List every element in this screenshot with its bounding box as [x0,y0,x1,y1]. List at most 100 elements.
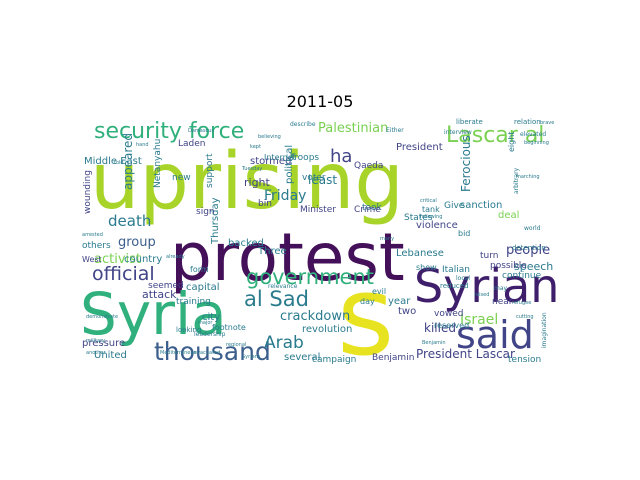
word-told: told [114,160,124,166]
word-demonstrate: demonstrate [86,314,118,320]
word-imagination: imagination [541,312,548,348]
word-took: took [362,203,383,213]
word-near: near [492,297,513,307]
word-wounding: wounding [83,170,93,214]
word-others: others [82,241,111,251]
word-stormed: stormed [250,156,291,167]
word-italian: Italian [442,265,470,275]
word-world: world [524,225,541,232]
word-violence: violence [416,220,458,231]
word-protest: protest [170,219,405,296]
word-middle-east: Middle East [84,156,142,167]
word-leadership: leadership [194,331,226,338]
word-government: government [246,265,374,289]
word-backed: backed [228,238,264,249]
word-relation: relation [514,118,541,126]
word-lebanese: Lebanese [396,248,444,259]
word-campaign: campaign [312,355,356,364]
word-local: local [456,275,470,282]
word-sign: sign [196,207,215,217]
word-two: two [398,306,416,317]
word-looking: looking [176,326,201,334]
word-several: several [284,352,320,363]
word-syrians: Syrians [242,354,261,360]
word-group: group [118,235,156,250]
word-said: said [456,313,534,357]
word-vowed: vowed [434,309,463,319]
word-evacuated: evacuated [194,350,220,356]
word-states: States [404,213,433,223]
word-eight: eight [507,132,516,152]
word-uprising: uprising [90,137,404,227]
word-s: s [337,252,394,364]
word-cutting: cutting [516,314,534,320]
word-minister: Minister [300,205,336,215]
word-president-lascar: President Lascar [416,347,515,361]
word-another: another [86,350,106,356]
word-kept: kept [250,144,261,150]
word-support: support [205,153,215,188]
word-three: Three [257,246,287,257]
word-deal: deal [498,210,519,221]
word-killed: killed [424,321,456,335]
word-give: Give [444,201,465,211]
word-show: show [416,263,437,272]
word-syria: Syria [82,280,227,348]
word-bin: bin [258,199,272,209]
word-benjamin: Benjamin [372,353,414,363]
word-country: country [124,254,162,265]
word-new: new [172,173,191,183]
word-thousand: thousand [154,337,271,364]
word-internet: Internet [264,153,296,162]
word-arab: Arab [264,333,304,353]
word-president: President [396,142,443,153]
word-reduced: reduced [440,282,469,290]
word-palestinian: Palestinian [318,121,388,136]
word-beginning: beginning [524,140,549,146]
word-least: least [308,173,337,187]
word-right: right [244,176,271,189]
word-tank: tank [422,205,440,214]
word-hand: hand [136,142,149,148]
word-elevated: elevated [520,131,546,138]
word-ferocious: Ferocious [459,135,473,192]
word-many: many [380,236,394,242]
word-cloud: uprising protest Syria Syrian s said security … [82,118,558,364]
word-west: West [82,255,102,264]
word-attack: attack [142,288,177,301]
word-arrested: arrested [82,232,103,238]
word-footnote: footnote [212,323,246,332]
word-laden: Laden [178,139,205,149]
word-either: Either [386,127,404,134]
word-revolution: revolution [302,324,352,335]
word-marching: marching [516,174,540,180]
word-may: may [494,285,508,292]
word-damascus: Damascus [188,128,214,134]
word-critical: critical [420,198,437,204]
word-death: death [108,212,151,230]
word-seemed: seemed [148,281,184,291]
word-reserved: reserved [434,321,469,330]
word-detention: detention [512,244,546,252]
word-activist: activist [94,252,141,267]
word-crackdown: crackdown [280,309,350,324]
word-turn: turn [480,251,498,261]
word-relevance: relevance [268,283,298,290]
word-describe: describe [290,121,316,128]
word-following: following [420,214,442,220]
word-form: form [190,265,209,274]
word-thursday: Thursday [210,197,221,245]
word-pressure: pressure [82,338,125,349]
word-interview: interview [444,129,472,136]
word-lascar-al: Lascar al [446,123,544,148]
word-military: military [86,338,105,344]
word-training: training [176,297,211,307]
word-people: people [506,243,550,258]
word-possible: possible [490,261,527,271]
word-believing: believing [258,134,281,140]
word-crime: Crime [354,205,381,215]
word-speech: speech [514,260,553,273]
word-benjamin: Benjamin [422,340,446,346]
word-voter: voter [302,173,326,183]
word-sanction: sanction [460,200,502,211]
